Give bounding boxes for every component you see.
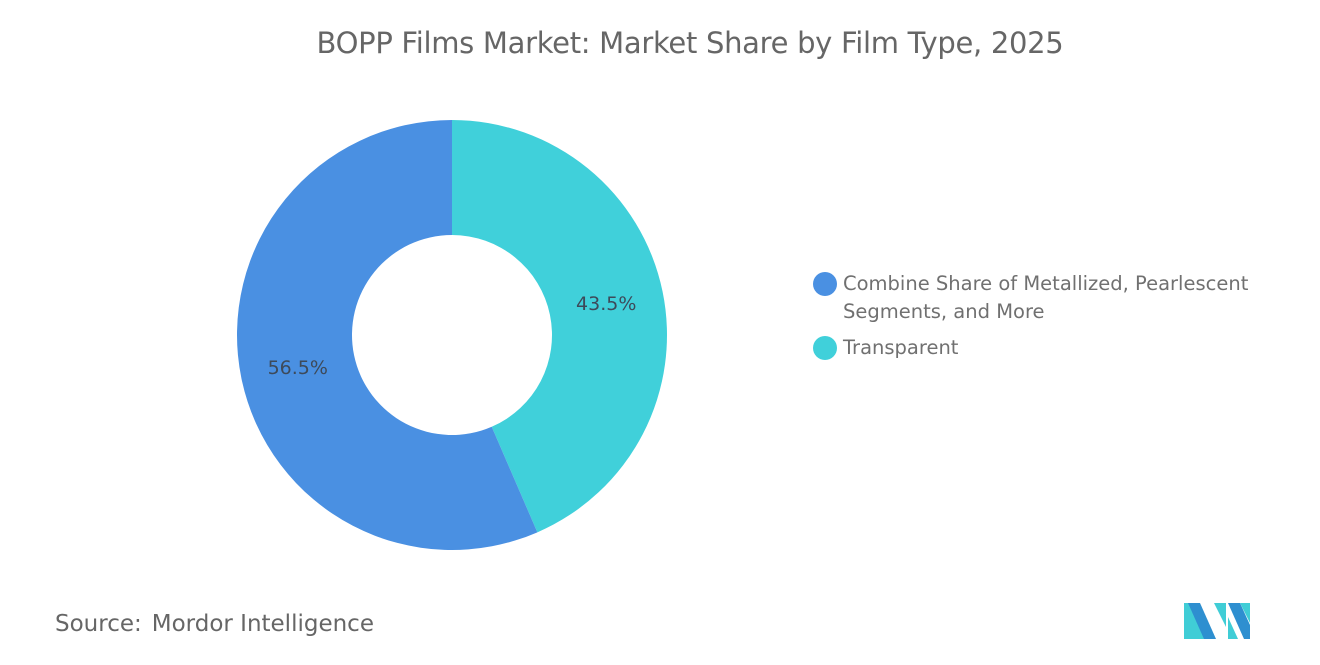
legend: Combine Share of Metallized, Pearlescent… [813,270,1283,370]
legend-item-metallized[interactable]: Combine Share of Metallized, Pearlescent… [813,270,1283,326]
source-value: Mordor Intelligence [151,611,374,637]
slice-value-label: 43.5% [576,293,636,315]
donut-slices [237,120,667,550]
source-key: Source: [55,611,142,637]
slice-transparent[interactable] [452,120,667,533]
chart-title: BOPP Films Market: Market Share by Film … [316,26,1064,60]
legend-label: Combine Share of Metallized, Pearlescent… [843,272,1249,323]
legend-label: Transparent [843,336,959,359]
donut-labels: 43.5% 56.5% [268,293,637,379]
mordor-intelligence-logo-icon [1184,603,1250,639]
slice-metallized[interactable] [237,120,538,550]
slice-value-label: 56.5% [268,357,328,379]
donut-chart: 43.5% 56.5% [237,120,667,550]
legend-item-transparent[interactable]: Transparent [813,334,1283,362]
legend-swatch-icon [813,272,837,296]
source-note: Source: Mordor Intelligence [55,611,374,637]
legend-swatch-icon [813,336,837,360]
